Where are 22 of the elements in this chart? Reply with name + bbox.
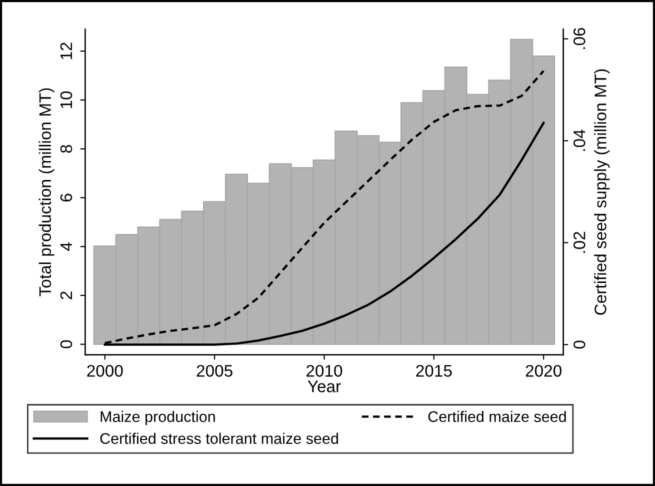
y-tick-label: 0 — [60, 340, 72, 348]
x-tick-label: 2010 — [306, 364, 342, 377]
y2-tick-label: 0 — [573, 340, 586, 349]
y-tick-label: 12 — [60, 42, 72, 60]
x-tick-label: 2000 — [87, 364, 123, 377]
legend-label: Certified stress tolerant maize seed — [100, 432, 338, 444]
y-tick-label: 4 — [60, 242, 72, 251]
y2-tick-label: .06 — [573, 28, 586, 49]
y-tick-label: 2 — [60, 292, 72, 300]
y-tick-label: 6 — [60, 194, 72, 202]
y-tick-label: 10 — [60, 91, 72, 108]
y-axis-title: Total production (million MT) — [38, 88, 54, 296]
x-tick-label: 2005 — [196, 364, 232, 377]
x-tick-label: 2015 — [416, 364, 452, 377]
legend-label: Maize production — [100, 410, 215, 426]
y-tick-label: 8 — [60, 144, 72, 153]
legend-label: Certified maize seed — [428, 410, 566, 422]
x-axis-title: Year — [308, 380, 341, 392]
y2-tick-label: .02 — [573, 232, 586, 253]
y2-axis-title: Certified seed supply (million MT) — [594, 69, 610, 315]
y2-tick-label: .04 — [573, 130, 586, 151]
x-tick-label: 2020 — [526, 364, 562, 377]
